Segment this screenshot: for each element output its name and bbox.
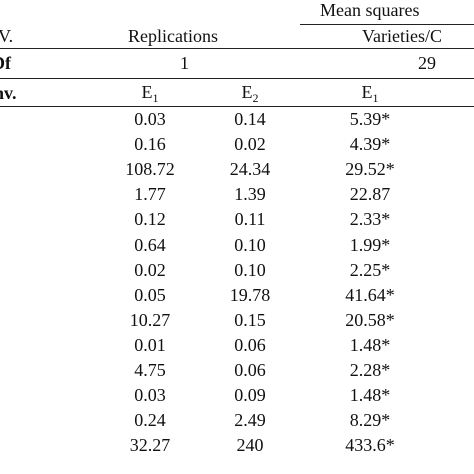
header-rule-3 xyxy=(0,78,474,79)
replication-e2-value: 0.09 xyxy=(234,385,266,405)
variety-e1-value: 4.39* xyxy=(349,134,391,154)
replication-e2-value: 1.39 xyxy=(234,184,266,204)
variety-e1-value: 1.48* xyxy=(349,385,391,405)
replication-e1-value: 0.03 xyxy=(134,109,166,129)
replication-e2-value: 0.10 xyxy=(234,260,266,280)
e1-varieties-heading: E1 xyxy=(361,82,379,105)
variety-e1-value: 5.39* xyxy=(349,109,391,129)
variety-e1-value: 433.6* xyxy=(345,435,395,455)
replication-e2-value: 0.15 xyxy=(234,310,266,330)
replication-e1-value: 0.24 xyxy=(134,410,166,430)
replication-e1-value: 4.75 xyxy=(134,360,166,380)
variety-e1-value: 41.64* xyxy=(345,285,395,305)
e1-replications-heading: E1 xyxy=(141,82,159,105)
environment-heading: nv. xyxy=(0,83,17,103)
varieties-heading: Varieties/C xyxy=(362,26,442,46)
replication-e1-value: 0.03 xyxy=(134,385,166,405)
variety-e1-value: 2.25* xyxy=(349,260,391,280)
replication-e2-value: 0.11 xyxy=(234,209,266,229)
replication-e1-value: 32.27 xyxy=(129,435,171,455)
replication-e2-value: 0.02 xyxy=(234,134,266,154)
variety-e1-value: 22.87 xyxy=(349,184,391,204)
replication-e2-value: 0.14 xyxy=(234,109,266,129)
header-rule-2 xyxy=(0,48,474,49)
replication-e1-value: 0.16 xyxy=(134,134,166,154)
replication-e2-value: 0.06 xyxy=(234,335,266,355)
replication-e2-value: 0.06 xyxy=(234,360,266,380)
varieties-df: 29 xyxy=(418,53,436,73)
replication-e1-value: 0.12 xyxy=(134,209,166,229)
variety-e1-value: 29.52* xyxy=(345,159,395,179)
df-heading: Df xyxy=(0,53,11,73)
variety-e1-value: 2.28* xyxy=(349,360,391,380)
replication-e1-value: 108.72 xyxy=(125,159,175,179)
mean-squares-heading: Mean squares xyxy=(320,0,420,20)
source-of-variation-heading: V. xyxy=(0,26,14,46)
variety-e1-value: 8.29* xyxy=(349,410,391,430)
variety-e1-value: 1.99* xyxy=(349,235,391,255)
variety-e1-value: 20.58* xyxy=(345,310,395,330)
replication-e1-value: 0.01 xyxy=(134,335,166,355)
replication-e2-value: 0.10 xyxy=(234,235,266,255)
header-rule-4 xyxy=(0,106,474,107)
replication-e1-value: 0.05 xyxy=(134,285,166,305)
replications-df: 1 xyxy=(180,53,189,73)
replication-e1-value: 0.02 xyxy=(134,260,166,280)
replication-e2-value: 2.49 xyxy=(234,410,266,430)
replication-e2-value: 19.78 xyxy=(229,285,271,305)
replication-e1-value: 1.77 xyxy=(134,184,166,204)
variety-e1-value: 1.48* xyxy=(349,335,391,355)
replication-e1-value: 10.27 xyxy=(129,310,171,330)
e2-replications-heading: E2 xyxy=(241,82,259,105)
replication-e1-value: 0.64 xyxy=(134,235,166,255)
replications-heading: Replications xyxy=(128,26,218,46)
header-rule-top xyxy=(300,24,474,25)
replication-e2-value: 24.34 xyxy=(229,159,271,179)
replication-e2-value: 240 xyxy=(236,435,264,455)
variety-e1-value: 2.33* xyxy=(349,209,391,229)
